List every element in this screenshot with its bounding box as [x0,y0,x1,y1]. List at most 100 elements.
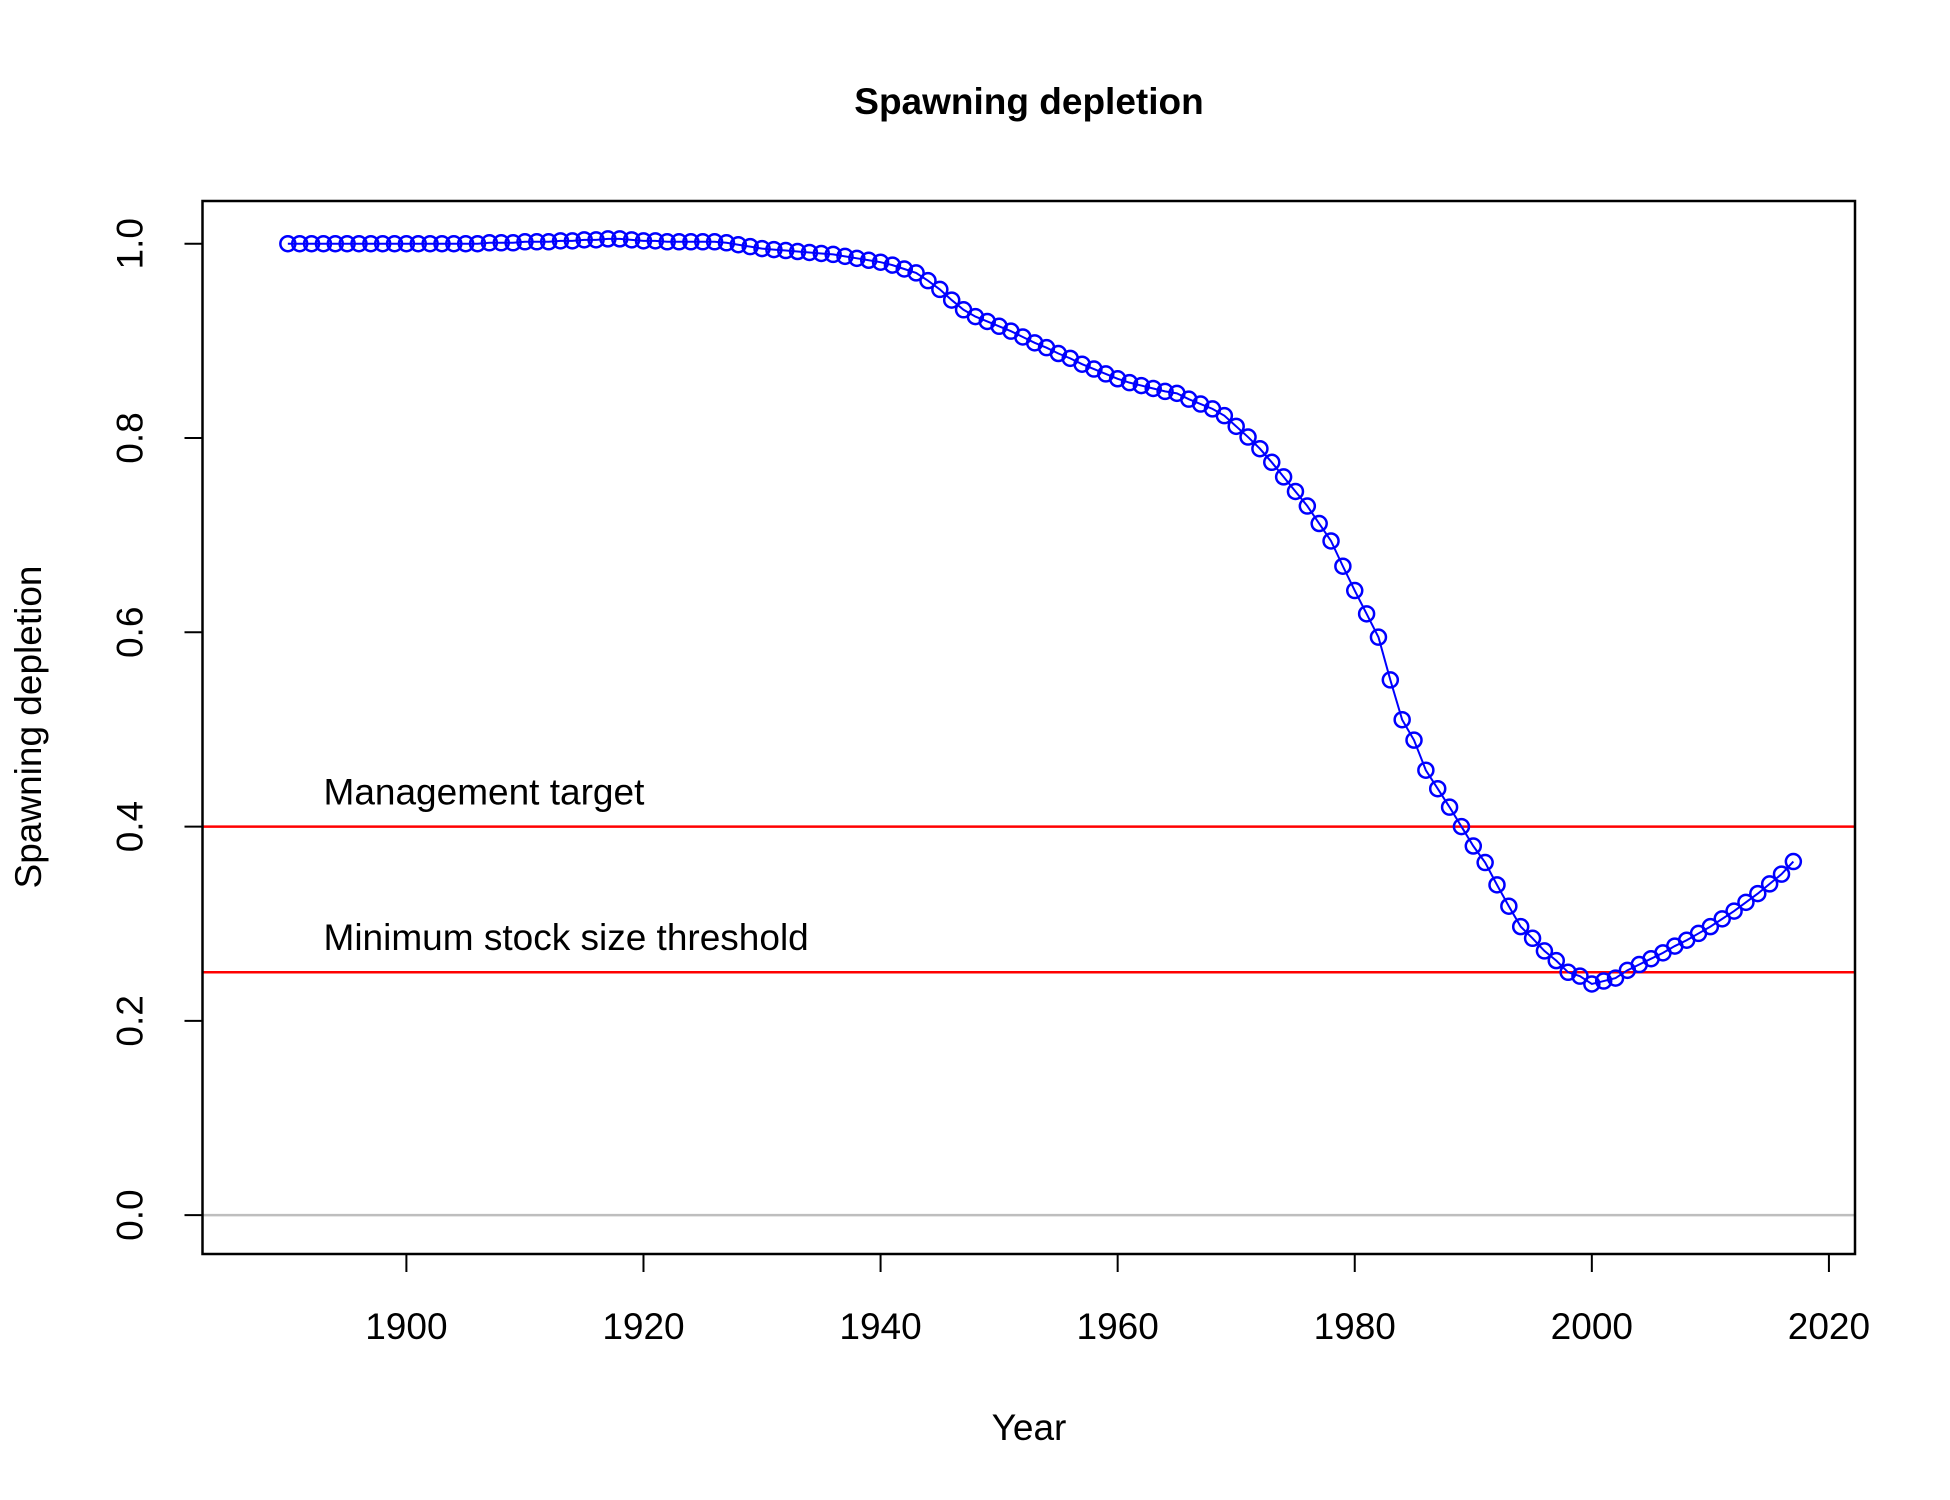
data-point [931,280,949,299]
data-point [433,234,451,253]
data-point [373,234,392,253]
chart-title: Spawning depletion [854,81,1203,122]
x-tick-label: 2000 [1551,1306,1633,1347]
data-point [776,241,795,260]
data-point [599,230,617,248]
data-point [1322,532,1340,550]
data-point [907,264,925,282]
x-tick-label: 1960 [1077,1306,1159,1347]
data-point [1583,975,1601,993]
data-point [397,234,416,253]
y-tick-label: 0.0 [109,1189,150,1240]
annotation: Management target [324,771,646,812]
data-point [682,233,700,251]
data-point [836,247,854,266]
data-point [587,231,605,249]
y-tick-label: 0.2 [109,995,150,1046]
data-point [1227,417,1245,436]
data-point [1594,972,1613,990]
data-point [1263,453,1281,472]
data-point [1713,910,1731,928]
data-point [1559,963,1577,982]
data-point [1239,428,1257,446]
data-point [1369,628,1388,646]
data-point [895,260,914,278]
x-tick-label: 1940 [839,1306,921,1347]
data-point [1310,514,1328,533]
data-point [848,249,866,268]
data-point [468,234,487,253]
data-point [385,234,404,253]
data-point [528,233,546,251]
data-point [1784,852,1803,871]
data-point [575,231,593,249]
data-point [1156,382,1174,401]
data-point [1488,876,1506,894]
data-point [1274,468,1293,486]
data-point [456,234,475,253]
data-point [1500,897,1518,915]
data-point [1464,837,1483,855]
data-point [1535,942,1554,960]
data-point [326,234,345,253]
data-point [1381,671,1400,689]
data-point [705,233,724,251]
data-point [539,233,558,251]
data-point [409,234,427,253]
data-point [1393,710,1411,729]
data-point [1511,917,1530,936]
data-point [338,234,356,253]
data-point [729,235,748,254]
data-point [362,234,380,253]
data-point [1417,761,1435,779]
data-point [646,232,665,250]
data-point [717,234,736,252]
x-axis-label: Year [992,1407,1067,1448]
data-point [1772,865,1791,883]
data-point [753,239,771,258]
data-point [1144,379,1162,398]
data-point [504,234,522,252]
data-point [634,232,653,250]
data-point [1606,969,1625,987]
data-point [788,242,807,261]
data-point [314,234,333,253]
data-point [1345,581,1364,600]
x-tick-label: 1980 [1314,1306,1396,1347]
data-point [824,245,842,264]
data-point [942,291,961,309]
annotation: Minimum stock size threshold [324,917,809,958]
data-point [302,234,321,253]
data-point [1547,951,1566,970]
data-point [1523,929,1542,948]
data-point [622,231,641,249]
y-tick-label: 0.6 [109,607,150,658]
data-point [516,233,534,251]
data-point [1251,439,1269,458]
x-tick-label: 2020 [1788,1306,1870,1347]
data-point [1132,376,1151,395]
data-point [445,234,463,253]
data-point [1476,853,1494,872]
data-point [1334,557,1352,575]
data-point [611,230,629,248]
x-tick-label: 1920 [602,1306,684,1347]
data-point [1298,497,1317,515]
y-tick-label: 0.8 [109,412,150,463]
plot-frame [201,199,1857,1256]
data-point [1108,370,1127,388]
data-point [492,234,510,252]
data-point [480,234,499,252]
data-point [1725,902,1743,920]
data-point [1571,967,1589,985]
data-point [765,240,783,259]
data-point [883,256,902,274]
data-point [421,234,439,253]
data-point [1452,817,1471,836]
data-point [1215,406,1234,425]
data-point [1120,373,1139,392]
data-point [800,243,819,262]
data-point [670,233,688,251]
y-tick-label: 0.4 [109,801,150,852]
